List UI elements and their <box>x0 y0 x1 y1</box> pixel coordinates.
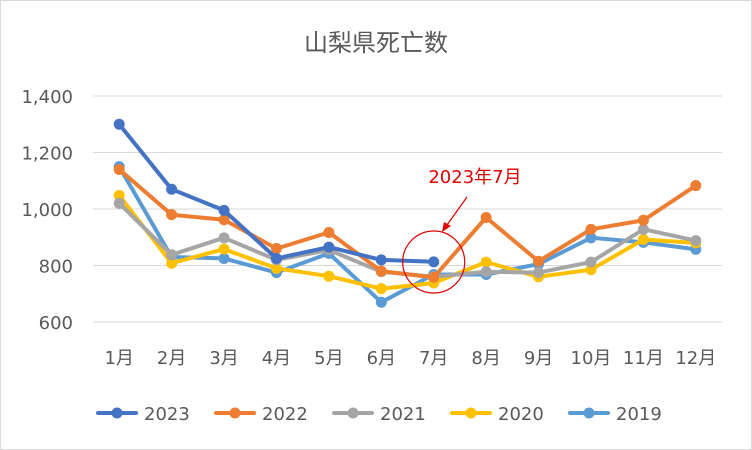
data-point <box>270 262 282 274</box>
series-2023 <box>113 118 440 268</box>
data-point <box>218 243 230 255</box>
legend-item-2022: 2022 <box>214 404 308 425</box>
x-tick-label: 9月 <box>524 348 553 369</box>
data-point <box>323 226 335 238</box>
x-tick-label: 1月 <box>104 348 133 369</box>
series-2022 <box>113 163 702 283</box>
legend-swatch-marker <box>465 407 477 419</box>
x-tick-label: 4月 <box>262 348 291 369</box>
x-tick-label: 3月 <box>209 348 238 369</box>
data-point <box>270 243 282 255</box>
legend-swatch-marker <box>583 407 595 419</box>
series-lines <box>113 118 702 308</box>
legend-label: 2020 <box>498 404 544 425</box>
data-point <box>533 267 545 279</box>
legend-swatch-marker <box>347 407 359 419</box>
data-point <box>270 252 282 264</box>
data-point <box>637 223 649 235</box>
data-point <box>375 296 387 308</box>
x-tick-label: 10月 <box>571 348 612 369</box>
y-tick-label: 1,400 <box>21 87 73 108</box>
x-tick-label: 8月 <box>471 348 500 369</box>
chart-title: 山梨県死亡数 <box>304 29 448 57</box>
series-line <box>117 164 698 305</box>
legend-item-2019: 2019 <box>568 404 662 425</box>
data-point <box>323 241 335 253</box>
x-tick-label: 11月 <box>623 348 664 369</box>
legend-item-2020: 2020 <box>450 404 544 425</box>
data-point <box>113 197 125 209</box>
data-point <box>480 266 492 278</box>
legend-swatch-marker <box>111 407 123 419</box>
data-point <box>113 163 125 175</box>
data-point <box>585 264 597 276</box>
legend: 2023 2022 2021 2020 2019 <box>96 404 662 425</box>
x-tick-label: 6月 <box>367 348 396 369</box>
x-tick-label: 5月 <box>314 348 343 369</box>
data-point <box>585 232 597 244</box>
data-point <box>166 209 178 221</box>
y-tick-label: 1,000 <box>21 200 73 221</box>
data-point <box>218 232 230 244</box>
annotation: 2023年7月 <box>402 167 522 294</box>
annotation-circle <box>402 230 466 294</box>
data-point <box>323 270 335 282</box>
annotation-arrowhead <box>442 222 451 232</box>
data-point <box>218 252 230 264</box>
data-point <box>637 234 649 246</box>
annotation-arrow <box>446 196 468 226</box>
legend-swatch-marker <box>229 407 241 419</box>
data-point <box>166 183 178 195</box>
legend-item-2023: 2023 <box>96 404 190 425</box>
x-axis-tick-labels: 1月 2月 3月 4月 5月 6月 7月 8月 9月 10月 11月 12月 <box>104 348 716 369</box>
data-point <box>375 283 387 295</box>
data-point <box>113 118 125 130</box>
legend-item-2021: 2021 <box>332 404 426 425</box>
data-point <box>218 204 230 216</box>
data-point <box>166 249 178 261</box>
data-point <box>585 223 597 235</box>
series-line <box>117 167 698 280</box>
legend-label: 2019 <box>616 404 662 425</box>
data-point <box>218 214 230 226</box>
data-point <box>113 189 125 201</box>
gridlines <box>93 95 722 323</box>
x-tick-label: 12月 <box>675 348 716 369</box>
legend-label: 2022 <box>262 404 308 425</box>
data-point <box>428 256 440 268</box>
x-tick-label: 7月 <box>419 348 448 369</box>
data-point <box>690 180 702 192</box>
data-point <box>166 257 178 269</box>
legend-label: 2023 <box>144 404 190 425</box>
y-tick-label: 600 <box>39 313 73 334</box>
legend-label: 2021 <box>380 404 426 425</box>
data-point <box>637 214 649 226</box>
annotation-label: 2023年7月 <box>428 167 521 188</box>
data-point <box>375 265 387 277</box>
data-point <box>428 271 440 283</box>
y-tick-label: 1,200 <box>21 144 73 165</box>
data-point <box>480 211 492 223</box>
data-point <box>533 255 545 267</box>
data-point <box>375 254 387 266</box>
data-point <box>690 235 702 247</box>
x-tick-label: 2月 <box>157 348 186 369</box>
y-axis-tick-labels: 600 800 1,000 1,200 1,400 <box>21 87 73 334</box>
series-line <box>117 193 698 291</box>
data-point <box>480 256 492 268</box>
y-tick-label: 800 <box>39 257 73 278</box>
data-point <box>585 256 597 268</box>
